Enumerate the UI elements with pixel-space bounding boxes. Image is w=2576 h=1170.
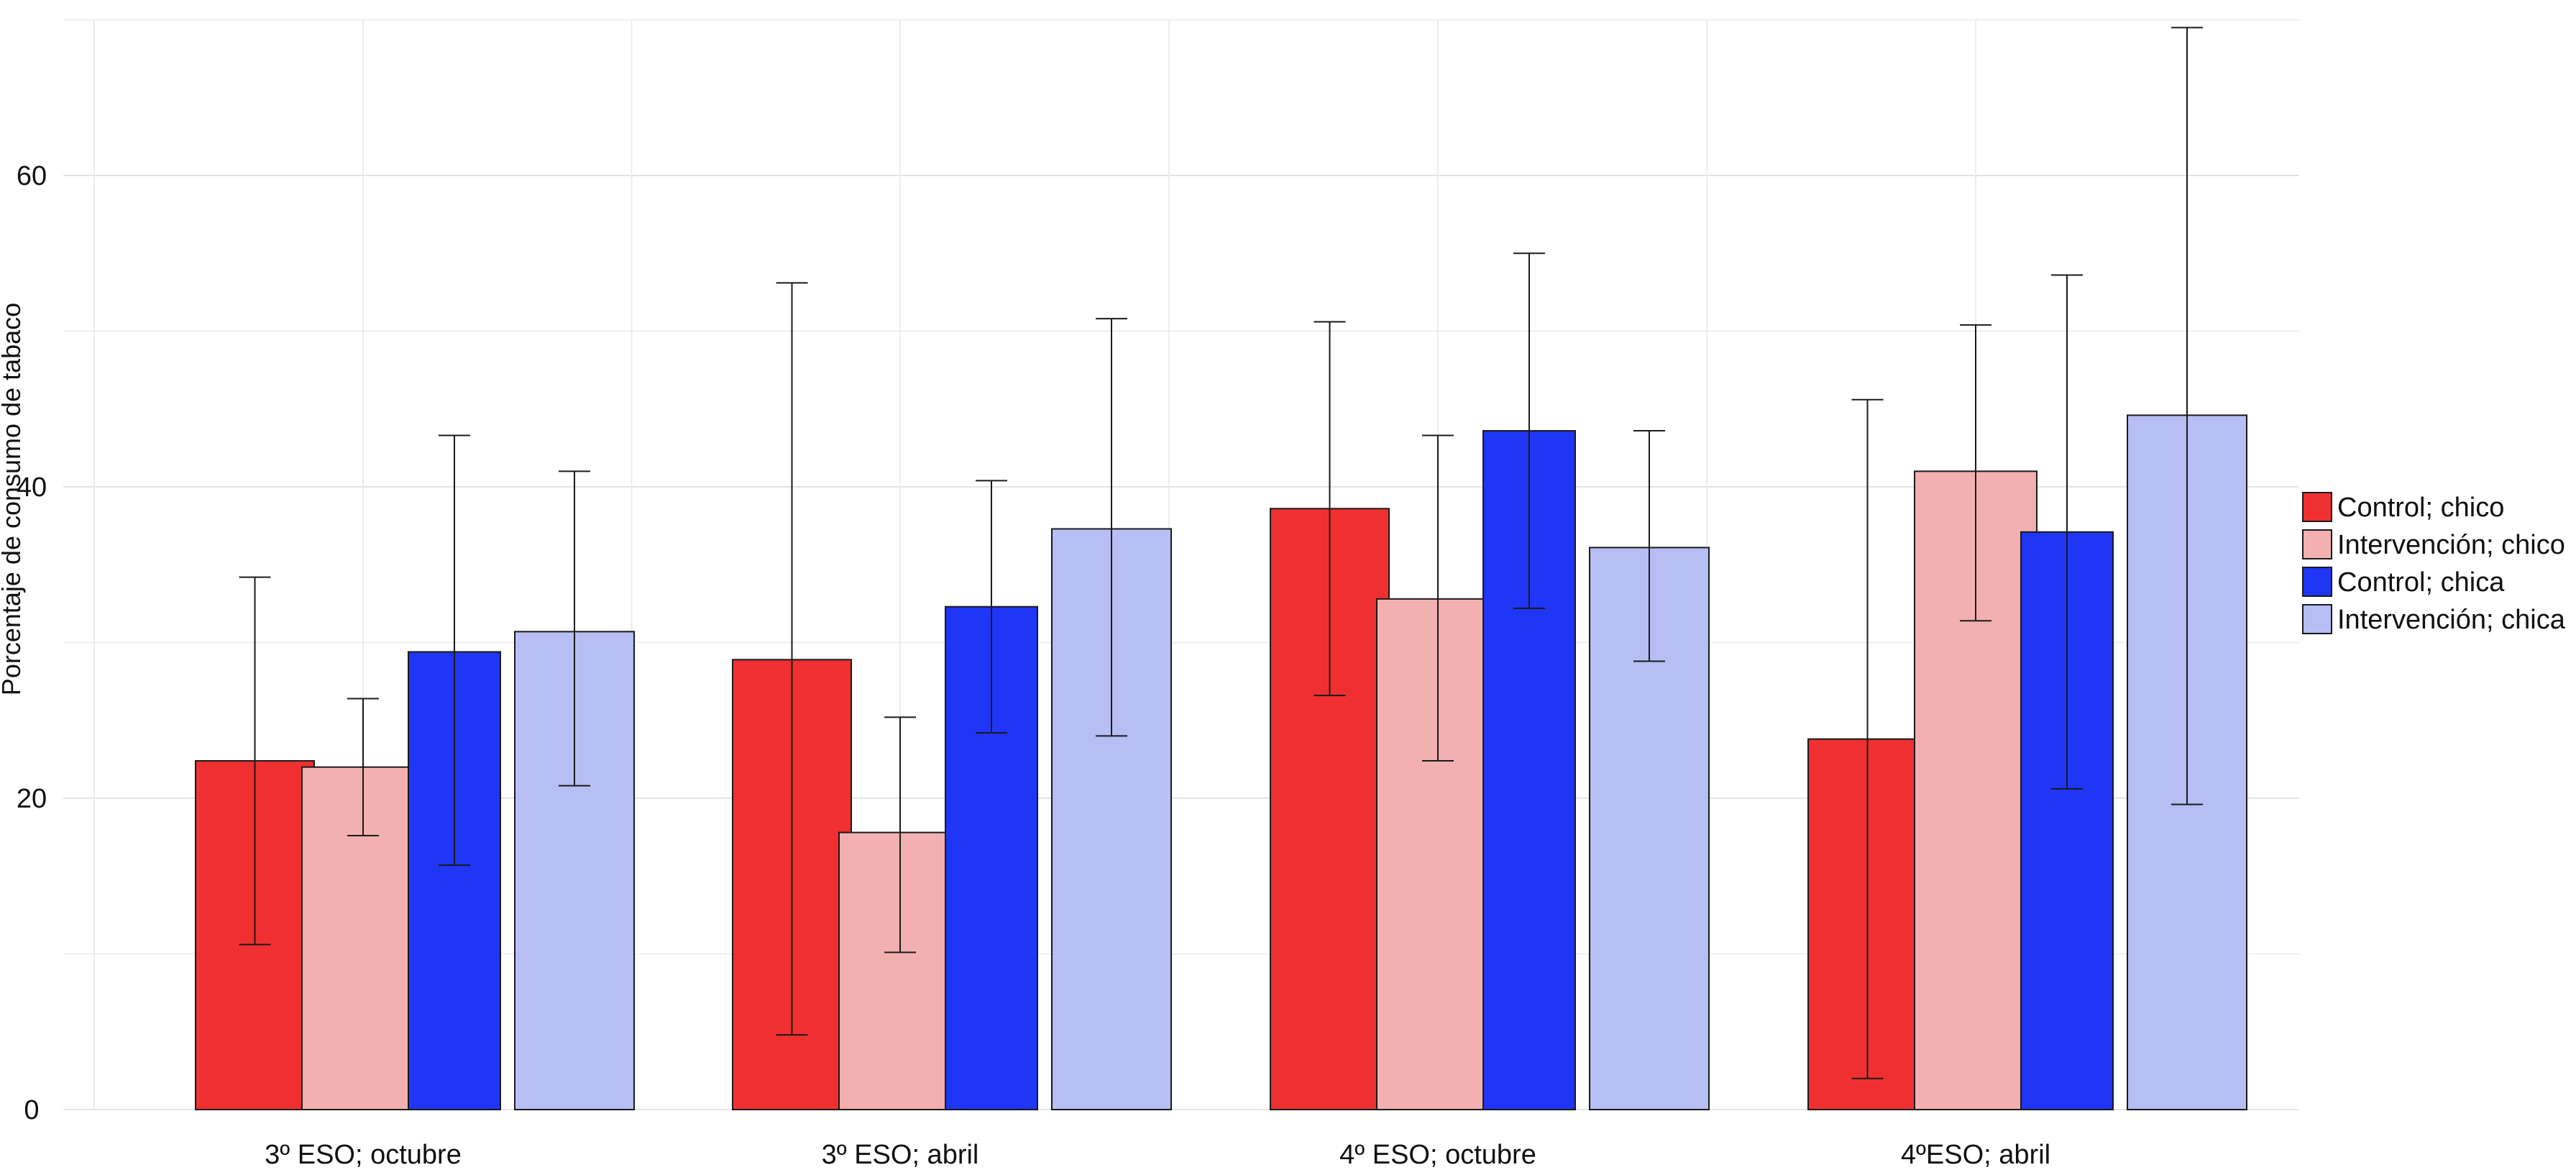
bar-1-3	[1270, 508, 1390, 1110]
x-tick-label: 4ºESO; abril	[1901, 1140, 2050, 1170]
bars	[195, 414, 2247, 1111]
legend-label: Control; chico	[2337, 493, 2504, 523]
y-tick-label: 40	[17, 472, 47, 503]
error-bar-4-2	[1096, 318, 1127, 737]
legend-swatch	[2302, 529, 2332, 559]
error-bar-2-4	[1960, 324, 1991, 622]
error-bar-2-2	[884, 716, 916, 954]
error-bars	[239, 27, 2203, 1079]
y-tick-label: 0	[24, 1095, 39, 1125]
error-bar-1-2	[776, 282, 808, 1036]
legend: Control; chico Intervención; chico Control…	[2302, 492, 2566, 635]
error-bar-1-3	[1314, 321, 1346, 697]
error-bar-3-4	[2051, 274, 2083, 790]
y-axis-title: Porcentaje de consumo de tabaco	[0, 303, 26, 695]
x-axis-ticks: 3º ESO; octubre 3º ESO; abril 4º ESO; octu…	[265, 1140, 2050, 1170]
error-bar-4-4	[2171, 27, 2203, 805]
error-bar-2-1	[347, 698, 379, 836]
x-tick-label: 3º ESO; abril	[822, 1140, 979, 1170]
error-bar-3-1	[439, 434, 470, 867]
error-bar-4-3	[1633, 430, 1665, 662]
error-bar-3-2	[976, 480, 1007, 734]
legend-item: Control; chico	[2302, 492, 2504, 523]
legend-swatch	[2302, 492, 2332, 522]
legend-item: Intervención; chico	[2302, 529, 2565, 560]
x-tick-label: 4º ESO; octubre	[1339, 1140, 1536, 1170]
y-tick-label: 20	[17, 784, 47, 814]
error-bar-2-3	[1422, 434, 1454, 762]
error-bar-1-4	[1851, 398, 1884, 1079]
error-bar-1-1	[239, 576, 271, 946]
legend-item: Intervención; chica	[2302, 604, 2566, 635]
legend-label: Intervención; chico	[2337, 530, 2565, 560]
legend-item: Control; chica	[2302, 567, 2505, 598]
legend-label: Control; chica	[2337, 567, 2505, 598]
legend-label: Intervención; chica	[2337, 605, 2566, 635]
y-tick-label: 60	[17, 161, 47, 191]
error-bar-3-3	[1513, 252, 1545, 609]
legend-swatch	[2302, 567, 2332, 597]
y-axis-ticks: 0 20 40 60	[17, 161, 47, 1125]
error-bar-4-1	[559, 470, 590, 787]
legend-swatch	[2302, 604, 2332, 634]
x-tick-label: 3º ESO; octubre	[265, 1140, 462, 1170]
